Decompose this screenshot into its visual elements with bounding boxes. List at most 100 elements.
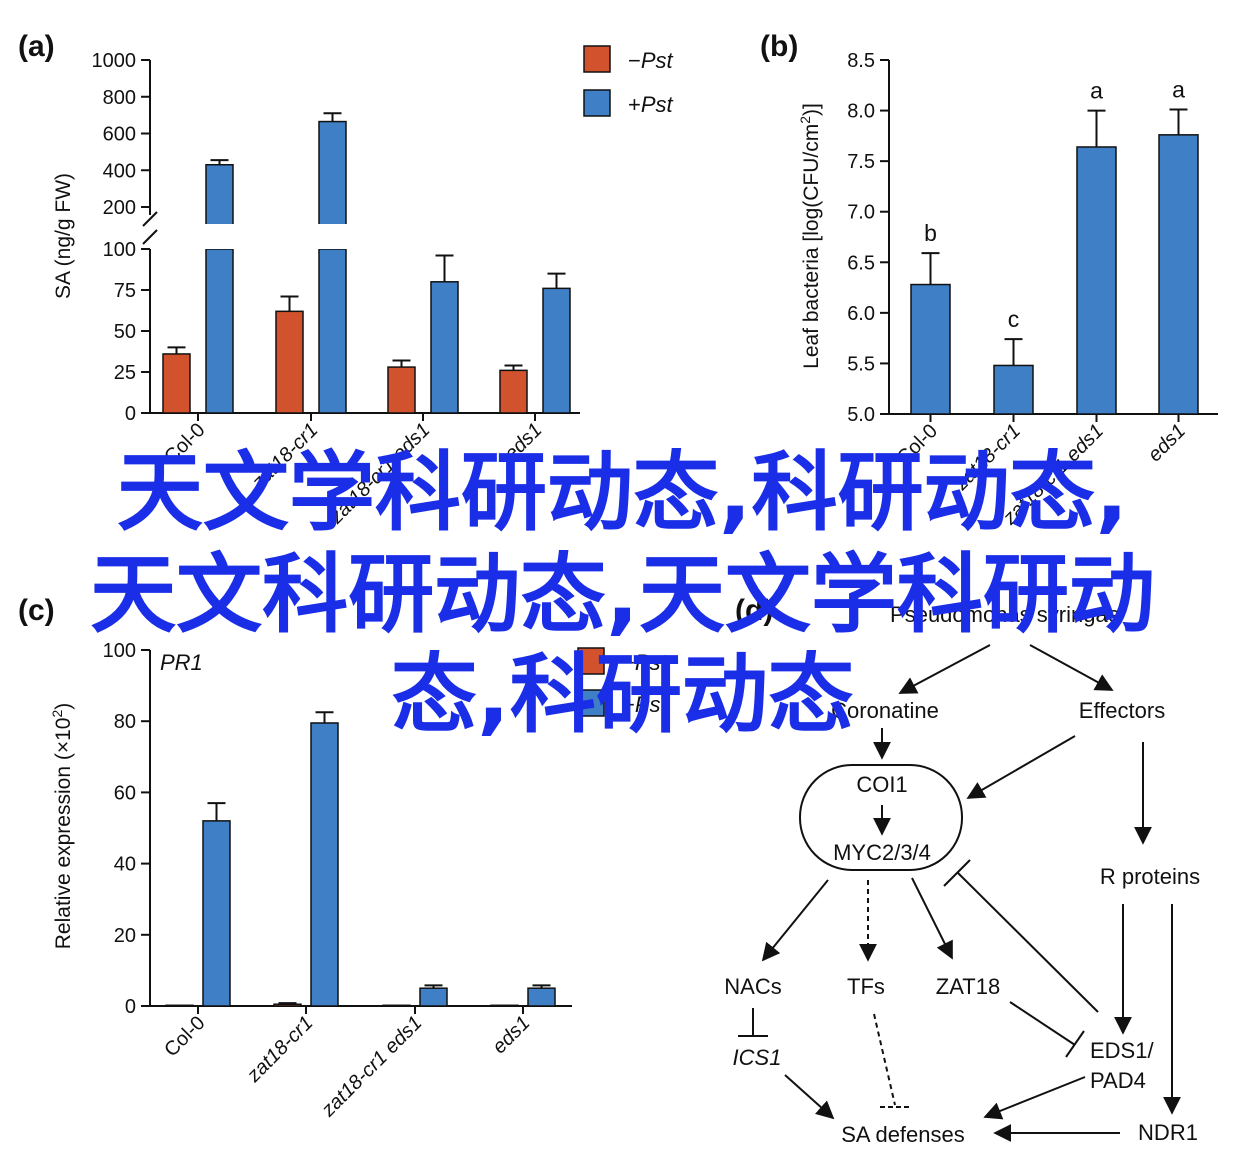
- a-bar-s0-c0: [162, 353, 191, 414]
- c-bar-s1-c3: [527, 987, 556, 1007]
- a-ytick-label-lower-2: 50: [114, 321, 136, 343]
- watermark-line-3: 态,科研动态: [391, 645, 854, 745]
- a-bar-s0-c1: [275, 310, 304, 414]
- a-bar-s1-c1-upper: [318, 120, 347, 226]
- panel-c-ytick-labels: 0 20 40 60 80 100: [103, 640, 136, 1018]
- a-ytick-label-upper-0: 200: [103, 197, 136, 219]
- b-letter-1: c: [1008, 306, 1020, 332]
- legend-c-swatch-minus: [577, 647, 605, 675]
- edge-myc-eds1-inhibit-bar: [943, 859, 971, 887]
- panel-b-bars: b c a a: [910, 77, 1199, 415]
- c-bar-s0-c1: [273, 1003, 302, 1007]
- a-bar-s0-c2: [387, 366, 416, 414]
- xtick-label-3: eds1: [488, 1012, 534, 1058]
- panel-c-xtick-labels: Col-0 zat18-cr1 zat18-cr1 eds1 eds1: [160, 1012, 534, 1122]
- xtick-label-2: zat18-cr1 eds1: [317, 1012, 427, 1122]
- a-break-mark-top: [142, 211, 158, 227]
- node-eds1pad4-line2: PAD4: [1090, 1068, 1146, 1093]
- node-sadef: SA defenses: [841, 1122, 965, 1147]
- b-ytick-label-0: 5.0: [847, 404, 875, 426]
- c-bar-s0-c2: [382, 1004, 411, 1007]
- c-bar-s0-c0: [165, 1004, 194, 1007]
- panel-c-legend: −Pst +Pst: [577, 647, 668, 717]
- xtick-label-1: zat18-cr1: [242, 1012, 317, 1087]
- a-ytick-label-upper-1: 400: [103, 160, 136, 182]
- b-letter-2: a: [1090, 78, 1103, 104]
- c-ytick-label-1: 20: [114, 925, 136, 947]
- watermark-line-1: 天文学科研动态,科研动态,: [116, 443, 1129, 543]
- a-ytick-label-lower-0: 0: [125, 403, 136, 425]
- panel-c-label: (c): [18, 594, 55, 627]
- legend-a-label-plus: +Pst: [628, 92, 674, 117]
- legend-c-label-minus: −Pst: [622, 650, 668, 675]
- edge-tfs-sadef-inhibit: [873, 1013, 896, 1106]
- edge-pst-effectors: [1029, 644, 1114, 691]
- edge-myc-eds1-inhibit: [957, 872, 1099, 1013]
- legend-a-label-minus: −Pst: [628, 48, 674, 73]
- node-tfs: TFs: [847, 974, 885, 999]
- b-ytick-label-5: 7.5: [847, 151, 875, 173]
- legend-c-swatch-plus: [577, 689, 605, 717]
- c-ytick-label-2: 40: [114, 854, 136, 876]
- c-bar-s1-c1: [310, 722, 339, 1007]
- panel-b-ylabel: Leaf bacteria [log(CFU/cm2)]: [797, 103, 823, 369]
- node-ndr1: NDR1: [1138, 1120, 1198, 1145]
- b-ytick-label-6: 8.0: [847, 101, 875, 123]
- a-ytick-label-upper-3: 800: [103, 87, 136, 109]
- watermark-line-2: 天文科研动态,天文学科研动: [90, 545, 1155, 645]
- b-ytick-label-2: 6.0: [847, 303, 875, 325]
- edge-myc-zat18: [911, 877, 953, 960]
- b-ytick-label-1: 5.5: [847, 353, 875, 375]
- a-bar-s1-c2: [430, 281, 459, 414]
- legend-a-swatch-minus: [583, 45, 611, 73]
- panel-c-ylabel: Relative expression (×102): [49, 703, 75, 950]
- b-bar-2: [1076, 146, 1117, 415]
- node-ics1: ICS1: [733, 1045, 782, 1070]
- c-ytick-label-4: 80: [114, 711, 136, 733]
- edge-zat18-eds1-inhibit-bar: [1065, 1030, 1085, 1058]
- a-bar-s1-c0-lower: [205, 248, 234, 414]
- b-ytick-label-3: 6.5: [847, 252, 875, 274]
- panel-c-bars: [165, 711, 556, 1007]
- panel-a-bars: [162, 112, 571, 414]
- panel-a-legend: −Pst +Pst: [583, 45, 674, 117]
- coi1-myc-complex: [799, 764, 963, 871]
- node-rproteins: R proteins: [1100, 864, 1200, 889]
- xtick-label-0: Col-0: [160, 1012, 209, 1061]
- node-coi1: COI1: [856, 772, 907, 797]
- a-bar-s1-c0-gap: [204, 224, 235, 249]
- edge-ics1-sadef: [784, 1074, 835, 1120]
- node-pseudomonas: Pseudomonas syringae: [890, 602, 1120, 627]
- b-bar-3: [1158, 134, 1199, 415]
- a-ytick-label-lower-3: 75: [114, 280, 136, 302]
- edge-pst-coronatine: [898, 644, 991, 694]
- diagram-edges: [738, 644, 1181, 1142]
- panel-b-label: (b): [760, 30, 798, 63]
- b-letter-0: b: [924, 220, 937, 246]
- c-ytick-label-0: 0: [125, 996, 136, 1018]
- node-effectors: Effectors: [1079, 698, 1165, 723]
- edge-zat18-eds1-inhibit: [1009, 1001, 1076, 1046]
- c-bar-s1-c2: [419, 987, 448, 1007]
- edge-myc-nacs: [761, 879, 829, 962]
- a-ytick-label-lower-1: 25: [114, 362, 136, 384]
- panel-d: (d) Pseudomonas syringae Coronatine Effe…: [724, 594, 1200, 1147]
- panel-c-subtitle: PR1: [160, 650, 203, 675]
- b-letter-3: a: [1172, 77, 1185, 103]
- b-bar-1: [993, 364, 1034, 415]
- edge-effectors-coi1: [966, 735, 1076, 799]
- node-nacs: NACs: [724, 974, 781, 999]
- node-eds1pad4-line1: EDS1/: [1090, 1038, 1154, 1063]
- a-bar-s1-c0-upper: [205, 163, 234, 226]
- edge-eds1-sadef: [983, 1076, 1086, 1120]
- panel-a-ylabel: SA (ng/g FW): [52, 173, 75, 299]
- legend-a-swatch-plus: [583, 89, 611, 117]
- node-myc: MYC2/3/4: [833, 840, 931, 865]
- panel-d-label: (d): [735, 594, 773, 627]
- c-ytick-label-3: 60: [114, 782, 136, 804]
- a-bar-s0-c3: [499, 369, 528, 414]
- panel-b-ytick-labels: 5.0 5.5 6.0 6.5 7.0 7.5 8.0 8.5: [847, 50, 875, 426]
- legend-c-label-plus: +Pst: [622, 692, 668, 717]
- a-ytick-label-upper-4: 1000: [92, 50, 137, 72]
